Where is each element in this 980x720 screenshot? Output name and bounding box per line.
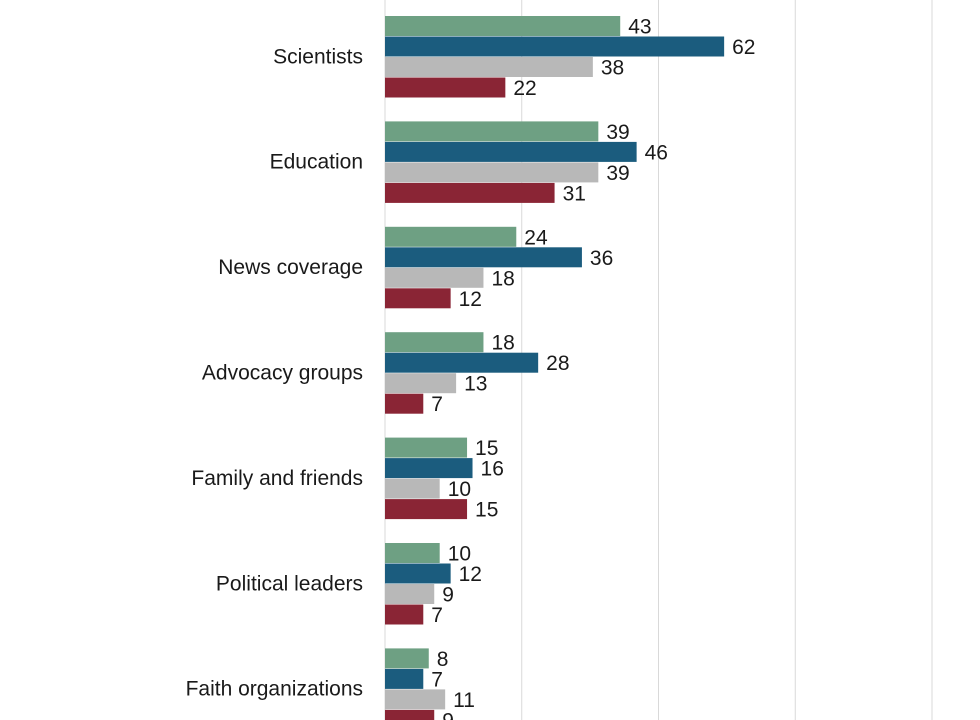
data-label: 39 [606, 162, 629, 185]
bar [385, 648, 429, 669]
data-label: 43 [628, 16, 651, 39]
data-label: 10 [448, 478, 471, 501]
data-label: 7 [431, 668, 443, 691]
bar [385, 709, 435, 720]
data-label: 9 [442, 709, 454, 720]
bar [385, 563, 451, 584]
bar [385, 288, 451, 309]
bar [385, 16, 621, 36]
bar [385, 121, 599, 142]
bar [385, 458, 473, 479]
data-label: 18 [491, 267, 514, 290]
bars [385, 16, 725, 720]
category-label: Family and friends [191, 467, 363, 490]
bar [385, 668, 424, 689]
bar [385, 182, 555, 203]
data-label: 7 [431, 393, 443, 416]
data-label: 10 [448, 543, 471, 566]
data-label: 28 [546, 352, 569, 375]
data-label: 12 [459, 288, 482, 311]
bar [385, 226, 517, 247]
data-label: 38 [601, 57, 624, 80]
data-label: 39 [606, 121, 629, 144]
data-label: 18 [491, 332, 514, 355]
data-label: 8 [437, 648, 449, 671]
data-label: 24 [524, 226, 548, 249]
category-label: News coverage [218, 256, 363, 279]
category-label: Political leaders [216, 572, 363, 595]
data-label: 15 [475, 437, 498, 460]
data-label: 13 [464, 373, 487, 396]
labels: Scientists 43 62 38 22 Education 39 46 39 31 News … [186, 16, 756, 720]
bar [385, 352, 539, 373]
bar [385, 584, 435, 604]
bar [385, 141, 637, 162]
data-label: 46 [645, 141, 668, 164]
data-label: 7 [431, 604, 443, 627]
data-label: 31 [563, 182, 586, 205]
bar [385, 499, 468, 520]
data-label: 62 [732, 36, 755, 59]
bar [385, 689, 446, 710]
bar [385, 604, 424, 625]
category-label: Scientists [273, 45, 363, 68]
data-label: 36 [590, 247, 613, 270]
data-label: 11 [453, 689, 475, 712]
category-label: Faith organizations [186, 678, 363, 701]
bar [385, 267, 484, 288]
bar [385, 393, 424, 414]
bar [385, 57, 593, 77]
data-label: 15 [475, 499, 498, 522]
category-label: Education [270, 151, 363, 174]
data-label: 22 [513, 77, 536, 100]
data-label: 9 [442, 584, 454, 607]
bar [385, 373, 457, 394]
category-label: Advocacy groups [202, 361, 363, 384]
bar [385, 478, 440, 499]
bar [385, 332, 484, 353]
bar [385, 162, 599, 183]
bar [385, 77, 506, 98]
data-label: 16 [481, 458, 504, 481]
bar [385, 437, 468, 458]
bar [385, 247, 582, 268]
bar [385, 36, 725, 57]
data-label: 12 [459, 563, 482, 586]
bar [385, 543, 440, 563]
